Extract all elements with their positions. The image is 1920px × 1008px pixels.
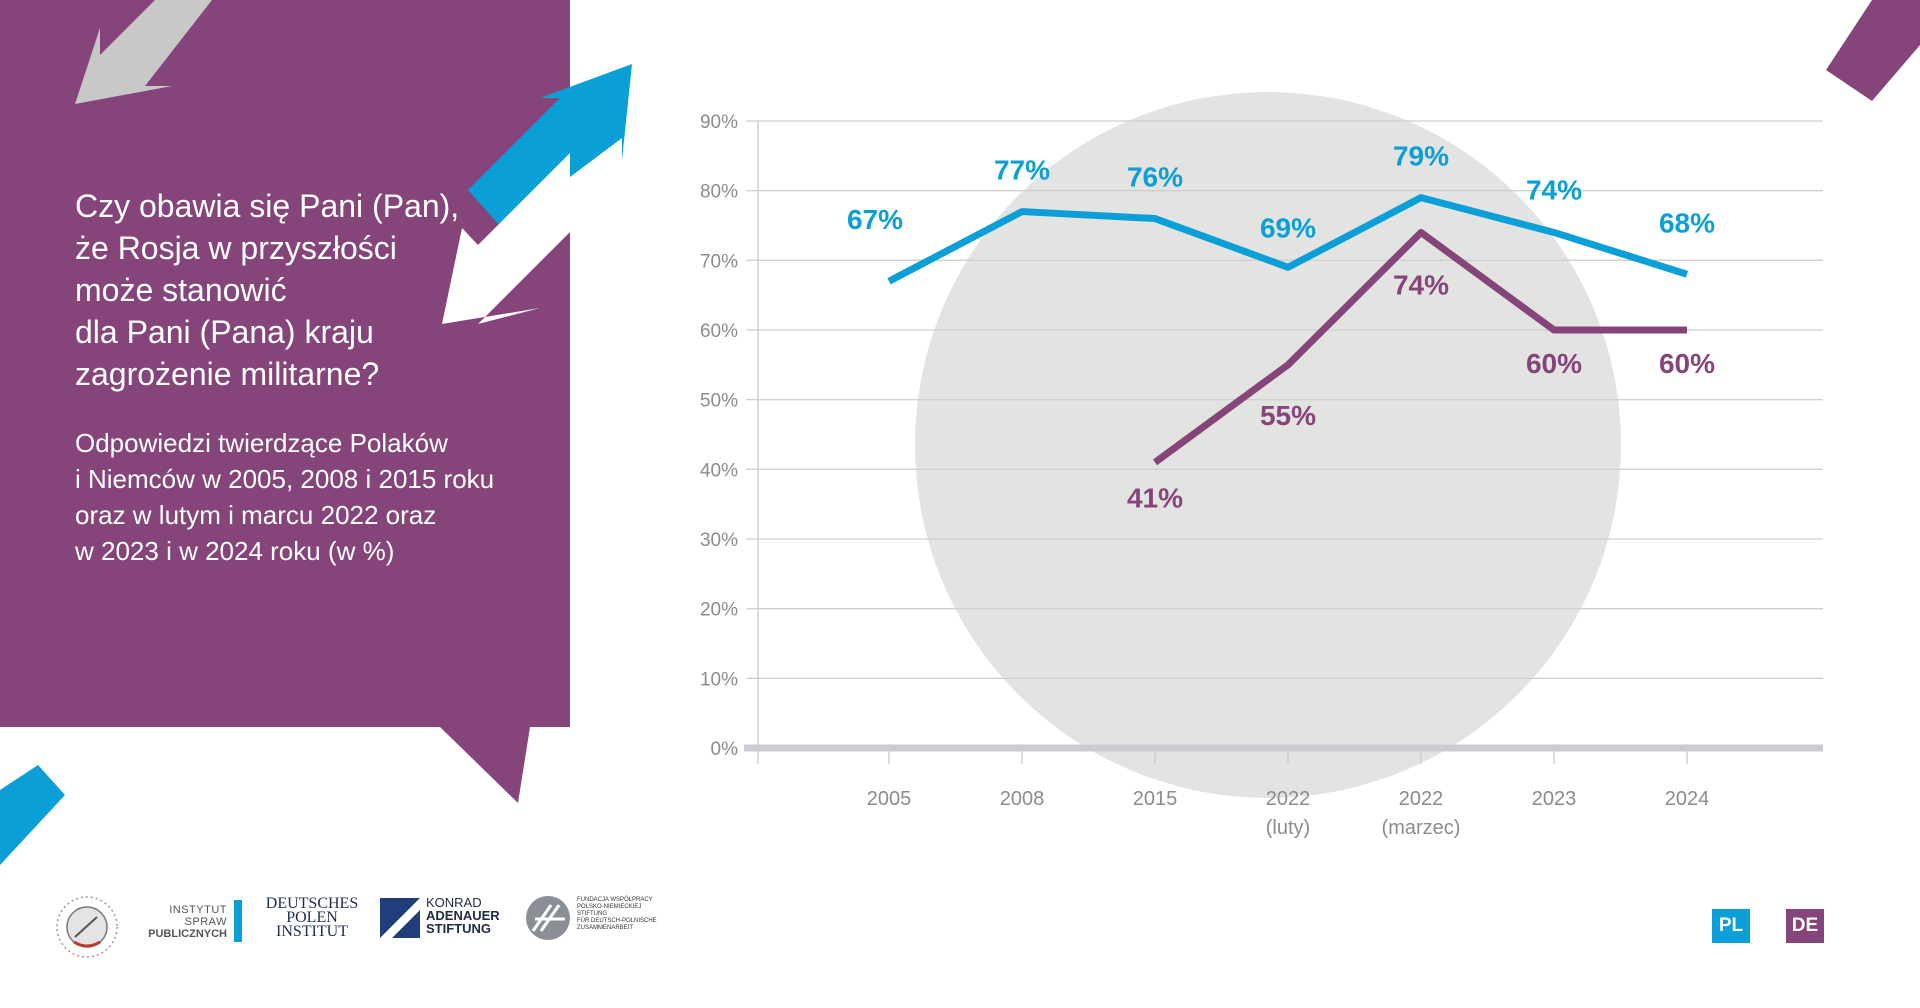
grid-lines: [744, 120, 1823, 764]
x-tick-label: 2008: [1000, 788, 1045, 810]
fwpn-logo-line4: FÜR DEUTSCH-POLNISCHE: [577, 918, 657, 924]
x-tick-label: 2022: [1266, 788, 1311, 810]
kas-logo: KONRAD ADENAUER STIFTUNG: [380, 896, 510, 940]
data-label: 60%: [1526, 348, 1582, 379]
y-tick-label: 90%: [700, 112, 738, 133]
x-tick-label: (luty): [1266, 817, 1310, 839]
isp-logo-bar: [234, 900, 242, 942]
y-tick-label: 30%: [700, 530, 738, 551]
kas-logo-line3: STIFTUNG: [426, 921, 491, 936]
x-tick-label: (marzec): [1382, 817, 1461, 839]
x-tick-label: 2022: [1399, 788, 1444, 810]
dpi-logo-line3: INSTITUT: [276, 923, 348, 940]
y-tick-label: 40%: [700, 460, 738, 481]
data-label: 60%: [1659, 348, 1715, 379]
y-tick-label: 10%: [700, 669, 738, 690]
kas-logo-line2: ADENAUER: [426, 908, 500, 923]
y-tick-label: 50%: [700, 391, 738, 412]
y-tick-label: 0%: [711, 739, 739, 760]
data-label: 55%: [1260, 400, 1316, 431]
y-axis-ticks: 0% 10% 20% 30% 40% 50% 60% 70% 80% 90%: [700, 112, 738, 760]
kas-logo-icon: [380, 898, 420, 938]
y-tick-label: 60%: [700, 321, 738, 342]
data-label: 74%: [1393, 269, 1449, 300]
barometr-seal-logo: [56, 896, 118, 958]
series-lines: [887, 194, 1689, 466]
dpi-logo-line2: POLEN: [286, 909, 338, 926]
footer: INSTYTUT SPRAW PUBLICZNYCH DEUTSCHES POL…: [0, 880, 1920, 980]
fwpn-logo-line5: ZUSAMMENARBEIT: [577, 925, 634, 931]
y-tick-label: 80%: [700, 182, 738, 203]
background-circle: [915, 92, 1621, 798]
y-tick-label: 20%: [700, 600, 738, 621]
x-axis-ticks: 2005 2008 2015 2022 (luty) 2022 (marzec) 2023 20…: [867, 748, 1710, 839]
fwpn-logo: FUNDACJA WSPÓŁPRACY POLSKO-NIEMIECKIEJ S…: [525, 893, 665, 943]
data-label: 74%: [1526, 174, 1582, 205]
fwpn-logo-line2: POLSKO-NIEMIECKIEJ: [577, 904, 642, 910]
data-label: 76%: [1127, 162, 1183, 193]
isp-logo: INSTYTUT SPRAW PUBLICZNYCH: [137, 900, 247, 948]
x-tick-label: 2024: [1665, 788, 1710, 810]
chart-subtitle: Odpowiedzi twierdzące Polaków i Niemców …: [75, 428, 495, 566]
kas-logo-line1: KONRAD: [426, 895, 482, 910]
data-label: 67%: [847, 204, 903, 235]
fwpn-logo-line1: FUNDACJA WSPÓŁPRACY: [577, 897, 653, 903]
data-labels: 67% 77% 76% 69% 79% 74% 68% 41% 55% 74% 60% 60%: [847, 141, 1715, 514]
fwpn-logo-icon: [526, 896, 570, 940]
data-label: 41%: [1127, 482, 1183, 513]
x-tick-label: 2015: [1133, 788, 1178, 810]
data-label: 68%: [1659, 207, 1715, 238]
data-label: 79%: [1393, 141, 1449, 172]
x-tick-label: 2005: [867, 788, 912, 810]
isp-logo-line2: PUBLICZNYCH: [148, 928, 227, 940]
dpi-logo: DEUTSCHES POLEN INSTITUT: [262, 895, 362, 940]
y-tick-label: 70%: [700, 251, 738, 272]
isp-logo-line1: INSTYTUT SPRAW: [169, 904, 227, 928]
data-label: 77%: [994, 155, 1050, 186]
data-label: 69%: [1260, 212, 1316, 243]
x-tick-label: 2023: [1532, 788, 1577, 810]
fwpn-logo-line3: STIFTUNG: [577, 911, 607, 917]
language-pl-button[interactable]: PL: [1712, 909, 1750, 943]
question-title: Czy obawia się Pani (Pan), że Rosja w pr…: [75, 188, 460, 392]
dpi-logo-line1: DEUTSCHES: [265, 895, 359, 912]
language-de-button[interactable]: DE: [1786, 909, 1824, 943]
